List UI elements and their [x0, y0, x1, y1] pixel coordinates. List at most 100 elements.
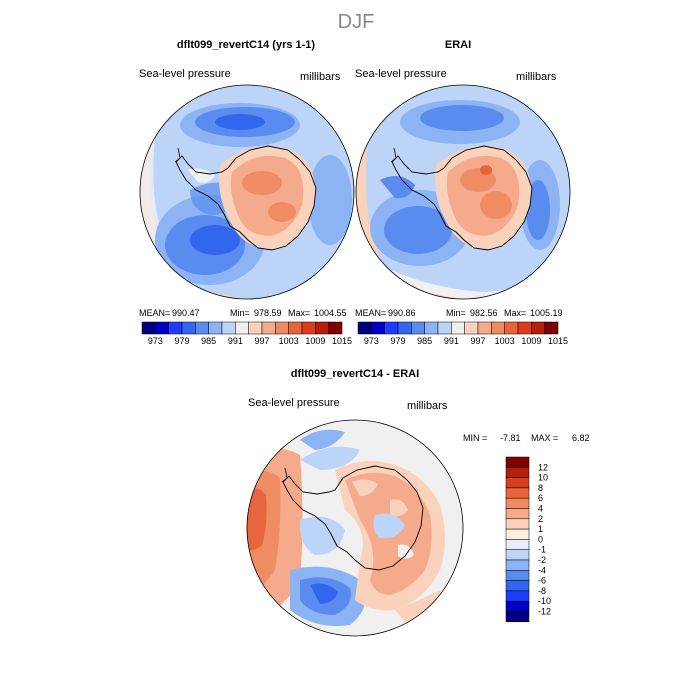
- panel-obs-colorbar-tick-label: 985: [417, 336, 432, 346]
- panel-diff-colorbar-swatch: [505, 559, 530, 571]
- panel-model-colorbar-swatch: [208, 321, 223, 335]
- panel-obs-min-label: Min=: [446, 308, 466, 318]
- panel-diff-colorbar-swatch: [505, 570, 530, 581]
- panel-obs-colorbar-swatch: [491, 321, 505, 335]
- panel-obs-colorbar-tick-label: 973: [364, 336, 379, 346]
- panel-obs-colorbar-swatch: [424, 321, 439, 335]
- panel-model-colorbar-swatch: [221, 321, 236, 335]
- panel-obs-colorbar-tick-label: 991: [444, 336, 459, 346]
- panel-obs-colorbar-tick-label: 1009: [521, 336, 541, 346]
- panel-diff-colorbar-tick-label: -6: [538, 576, 546, 586]
- panel-obs-max-value: 1005.19: [530, 308, 563, 318]
- panel-obs-mean-label: MEAN=: [355, 308, 386, 318]
- panel-diff-colorbar-swatch: [505, 549, 530, 561]
- panel-obs-min-value: 982.56: [470, 308, 498, 318]
- panel-diff-colorbar-swatch: [505, 467, 530, 478]
- panel-obs-colorbar: 973 979 985 991 997 1003 1009 1015: [357, 321, 568, 346]
- panel-model-colorbar-swatch: [141, 321, 156, 335]
- panel-diff-colorbar-swatch: [505, 487, 530, 499]
- panel-obs-units-label: millibars: [516, 71, 557, 83]
- panel-model-colorbar-swatch: [315, 321, 329, 335]
- panel-obs-colorbar-swatch: [464, 321, 479, 335]
- panel-obs-variable-label: Sea-level pressure: [355, 68, 447, 80]
- panel-diff-max-value: 6.82: [572, 433, 590, 443]
- panel-model-colorbar-tick-label: 985: [201, 336, 216, 346]
- panel-diff-map-border: [246, 419, 464, 637]
- panel-obs-colorbar-swatch: [517, 321, 532, 335]
- panel-diff-colorbar-swatch: [505, 600, 530, 612]
- panel-diff-colorbar-swatch: [505, 539, 530, 550]
- panel-model-colorbar-swatch: [261, 321, 276, 335]
- panel-diff-colorbar-tick-label: 8: [538, 483, 543, 493]
- panel-model-colorbar-tick-label: 1015: [332, 336, 352, 346]
- panel-diff-colorbar-swatch: [505, 456, 530, 468]
- panel-diff-colorbar-tick-label: 2: [538, 514, 543, 524]
- panel-diff-colorbar-tick-label: -8: [538, 586, 546, 596]
- panel-obs-colorbar-swatch: [411, 321, 425, 335]
- panel-model-min-value: 978.59: [254, 308, 282, 318]
- panel-obs-colorbar-swatch: [397, 321, 412, 335]
- panel-diff-colorbar-swatch: [505, 477, 530, 489]
- panel-diff-colorbar-tick-label: -12: [538, 607, 551, 617]
- panel-diff-colorbar-swatch: [505, 518, 530, 530]
- panel-obs-colorbar-swatch: [531, 321, 545, 335]
- panel-diff-units-label: millibars: [407, 400, 448, 412]
- panel-model-units-label: millibars: [300, 71, 341, 83]
- panel-model-colorbar-tick-label: 1009: [305, 336, 325, 346]
- panel-model-colorbar-swatch: [168, 321, 183, 335]
- panel-model-mean-label: MEAN=: [139, 308, 170, 318]
- panel-obs-colorbar-tick-label: 1003: [495, 336, 515, 346]
- panel-obs-colorbar-swatch: [504, 321, 519, 335]
- panel-obs-colorbar-swatch: [437, 321, 452, 335]
- panel-model-max-value: 1004.55: [314, 308, 347, 318]
- panel-obs-max-label: Max=: [504, 308, 526, 318]
- panel-model-colorbar-swatch: [275, 321, 289, 335]
- panel-diff-min-label: MIN =: [463, 433, 487, 443]
- panel-model-max-label: Max=: [288, 308, 310, 318]
- panel-model-variable-label: Sea-level pressure: [139, 68, 231, 80]
- panel-diff-colorbar-swatch: [505, 528, 530, 540]
- panel-diff-colorbar-tick-label: -10: [538, 596, 551, 606]
- panel-model-colorbar: 973 979 985 991 997 1003 1009 1015: [141, 321, 352, 346]
- panel-obs-colorbar-tick-label: 997: [470, 336, 485, 346]
- panel-diff-colorbar-tick-label: -4: [538, 565, 546, 575]
- panel-diff-colorbar-tick-label: 4: [538, 504, 543, 514]
- panel-obs-colorbar-swatch: [371, 321, 385, 335]
- panel-diff-colorbar-tick-label: 6: [538, 493, 543, 503]
- panel-diff-colorbar-swatch: [505, 611, 530, 623]
- panel-diff-title: dflt099_revertC14 - ERAI: [291, 368, 419, 380]
- panel-obs: ERAI Sea-level pressure millibars MEAN= …: [355, 39, 571, 346]
- panel-model-map-border: [139, 84, 355, 300]
- panel-model-colorbar-tick-label: 997: [254, 336, 269, 346]
- panel-model-map: [140, 85, 354, 299]
- panel-model: dflt099_revertC14 (yrs 1-1) Sea-level pr…: [139, 39, 355, 346]
- panel-diff-map: [247, 420, 463, 636]
- panel-diff-colorbar-tick-label: -2: [538, 555, 546, 565]
- panel-obs-colorbar-swatch: [384, 321, 399, 335]
- panel-diff-colorbar-tick-label: 0: [538, 534, 543, 544]
- panel-diff-min-value: -7.81: [500, 433, 521, 443]
- panel-obs-mean-value: 990.86: [388, 308, 416, 318]
- panel-diff-colorbar-swatch: [505, 590, 530, 602]
- panel-obs-map-border: [355, 84, 571, 300]
- panel-model-min-label: Min=: [230, 308, 250, 318]
- panel-obs-colorbar-swatch: [357, 321, 372, 335]
- panel-model-mean-value: 990.47: [172, 308, 200, 318]
- panel-diff-colorbar-tick-label: 1: [538, 524, 543, 534]
- main-title: DJF: [338, 11, 375, 33]
- panel-model-colorbar-swatch: [248, 321, 263, 335]
- panel-obs-colorbar-tick-label: 1015: [548, 336, 568, 346]
- panel-model-colorbar-swatch: [288, 321, 303, 335]
- panel-diff-colorbar-swatch: [505, 580, 530, 592]
- panel-diff-variable-label: Sea-level pressure: [248, 397, 340, 409]
- panel-obs-colorbar-swatch: [451, 321, 465, 335]
- panel-obs-title: ERAI: [445, 39, 471, 51]
- panel-model-colorbar-swatch: [235, 321, 249, 335]
- panel-model-colorbar-tick-label: 979: [174, 336, 189, 346]
- panel-model-colorbar-tick-label: 1003: [279, 336, 299, 346]
- panel-model-title: dflt099_revertC14 (yrs 1-1): [177, 39, 316, 51]
- panel-obs-colorbar-tick-label: 979: [390, 336, 405, 346]
- panel-obs-map: [356, 85, 570, 299]
